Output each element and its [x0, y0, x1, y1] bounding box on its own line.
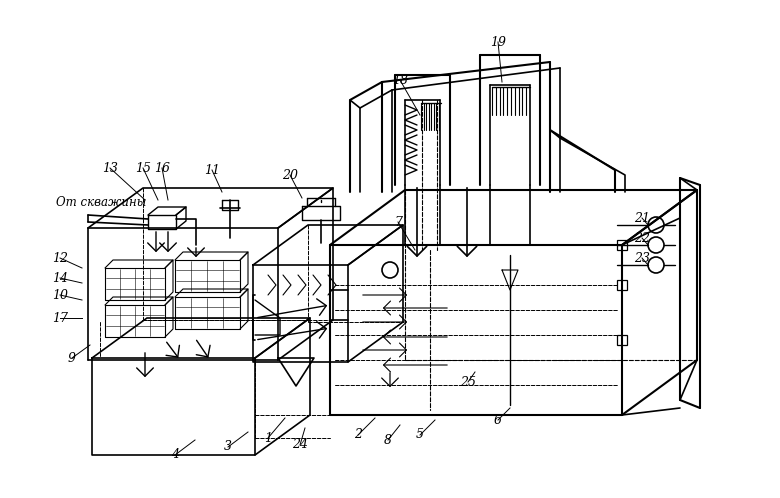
Text: 8: 8: [384, 433, 392, 447]
Bar: [617, 280, 627, 290]
Text: 14: 14: [52, 271, 68, 284]
Text: 3: 3: [224, 441, 232, 454]
Text: 4: 4: [171, 449, 179, 462]
Text: 1: 1: [264, 431, 272, 445]
Text: 2: 2: [354, 428, 362, 442]
Text: 24: 24: [292, 439, 308, 452]
Text: 7: 7: [394, 216, 402, 229]
Text: 19: 19: [490, 35, 506, 48]
Text: 23: 23: [634, 251, 650, 264]
Text: 10: 10: [52, 288, 68, 301]
Text: 9: 9: [68, 352, 76, 365]
Text: 12: 12: [52, 251, 68, 264]
Text: 20: 20: [282, 168, 298, 181]
Text: 15: 15: [135, 161, 151, 174]
Text: 21: 21: [634, 212, 650, 225]
Text: 25: 25: [460, 375, 476, 388]
Bar: [617, 240, 627, 250]
Text: 5: 5: [416, 428, 424, 442]
Text: 17: 17: [52, 312, 68, 325]
Text: 18: 18: [392, 74, 408, 87]
Text: 11: 11: [204, 163, 220, 176]
Text: 22: 22: [634, 232, 650, 245]
Text: 13: 13: [102, 161, 118, 174]
Text: 6: 6: [494, 413, 502, 426]
Text: От скважины: От скважины: [56, 196, 147, 209]
Bar: [617, 335, 627, 345]
Text: 16: 16: [154, 161, 170, 174]
